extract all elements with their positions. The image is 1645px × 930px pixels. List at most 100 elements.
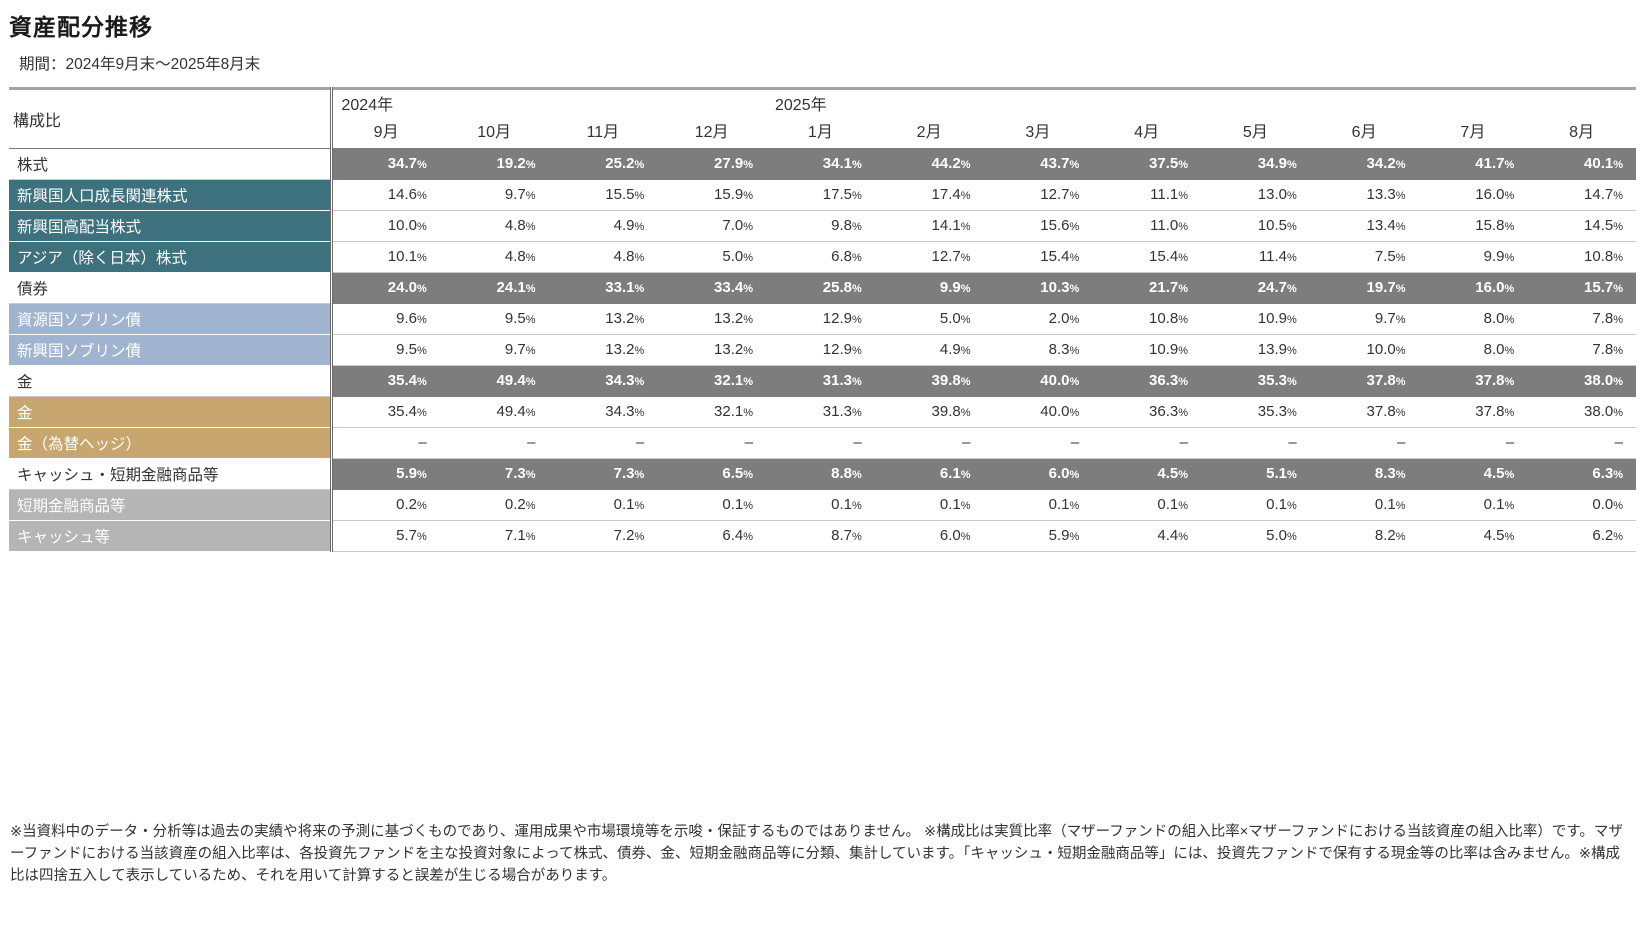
value-cell: 35.3% (1201, 396, 1310, 428)
percent-sign: % (634, 283, 645, 295)
percent-sign: % (525, 159, 536, 171)
percent-sign: % (634, 345, 645, 357)
percent-sign: % (1286, 159, 1297, 171)
percent-sign: % (1069, 221, 1080, 233)
percent-sign: % (634, 376, 645, 388)
percent-sign: % (1504, 283, 1515, 295)
value-cell: 34.3% (548, 396, 658, 428)
percent-sign: % (525, 500, 536, 512)
percent-sign: % (1613, 407, 1623, 419)
percent-sign: % (634, 159, 645, 171)
value-cell: – (766, 427, 875, 459)
value-cell: 34.1% (766, 147, 875, 180)
value-cell: 35.3% (1201, 364, 1310, 397)
value-cell: 6.5% (657, 457, 766, 490)
percent-sign: % (416, 221, 427, 233)
percent-sign: % (634, 221, 645, 233)
percent-sign: % (634, 500, 645, 512)
value-cell: 5.7% (331, 520, 440, 552)
row-label: 資源国ソブリン債 (9, 303, 333, 335)
value-cell: 0.1% (548, 489, 658, 521)
value-cell: 49.4% (439, 396, 549, 428)
percent-sign: % (1613, 190, 1623, 202)
value-cell: 7.5% (1309, 241, 1419, 273)
row-label: 新興国ソブリン債 (9, 334, 333, 366)
value-cell: 8.8% (766, 457, 875, 490)
value-cell: 7.2% (548, 520, 658, 552)
value-cell: 44.2% (874, 147, 984, 180)
percent-sign: % (851, 159, 862, 171)
month-header: 8月 (1527, 116, 1636, 149)
value-cell: 33.4% (657, 271, 766, 304)
value-cell: 0.1% (874, 489, 984, 521)
percent-sign: % (851, 314, 862, 326)
percent-sign: % (1286, 531, 1297, 543)
value-cell: 8.3% (1309, 457, 1419, 490)
row-label: 債券 (9, 272, 333, 304)
row-label: 株式 (9, 148, 333, 180)
value-cell: 2.0% (983, 303, 1093, 335)
value-cell: 0.2% (331, 489, 440, 521)
value-cell: 17.5% (766, 179, 875, 211)
value-cell: 7.0% (657, 210, 766, 242)
percent-sign: % (1069, 531, 1080, 543)
value-cell: – (548, 427, 658, 459)
month-header: 10月 (439, 116, 549, 149)
value-cell: – (1418, 427, 1528, 459)
value-cell: 21.7% (1092, 271, 1201, 304)
value-cell: 14.1% (874, 210, 984, 242)
percent-sign: % (851, 252, 862, 264)
value-cell: 15.8% (1418, 210, 1528, 242)
value-cell: 37.8% (1309, 364, 1419, 397)
value-cell: 13.2% (548, 334, 658, 366)
percent-sign: % (1613, 376, 1623, 388)
percent-sign: % (634, 314, 645, 326)
allocation-table-body: 株式 34.7% 19.2% 25.2% 27.9% 34.1% 44.2% 43.7% 37.… (9, 147, 1636, 552)
value-cell: 39.8% (874, 364, 984, 397)
percent-sign: % (1395, 345, 1406, 357)
percent-sign: % (525, 221, 536, 233)
value-cell: 32.1% (657, 364, 766, 397)
value-cell: 10.8% (1092, 303, 1201, 335)
value-cell: – (1092, 427, 1201, 459)
value-cell: 25.2% (548, 147, 658, 180)
percent-sign: % (851, 376, 862, 388)
value-cell: 35.4% (331, 396, 440, 428)
value-cell: 9.7% (439, 334, 549, 366)
value-cell: 8.0% (1418, 303, 1528, 335)
percent-sign: % (1504, 500, 1515, 512)
percent-sign: % (525, 190, 536, 202)
value-cell: – (439, 427, 549, 459)
value-cell: 6.2% (1527, 520, 1636, 552)
value-cell: 6.1% (874, 457, 984, 490)
sub-row: 新興国ソブリン債 9.5% 9.7% 13.2% 13.2% 12.9% 4.9% 8.3% 1… (9, 334, 1636, 366)
percent-sign: % (1178, 500, 1188, 512)
percent-sign: % (525, 376, 536, 388)
value-cell: 15.7% (1527, 271, 1636, 304)
percent-sign: % (1178, 221, 1188, 233)
value-cell: 9.5% (439, 303, 549, 335)
value-cell: – (983, 427, 1093, 459)
value-cell: 10.9% (1092, 334, 1201, 366)
category-row: 金 35.4% 49.4% 34.3% 32.1% 31.3% 39.8% 40.0% 36.3… (9, 364, 1636, 397)
percent-sign: % (416, 345, 427, 357)
percent-sign: % (743, 190, 753, 202)
percent-sign: % (1069, 190, 1080, 202)
value-cell: 8.3% (983, 334, 1093, 366)
percent-sign: % (1069, 283, 1080, 295)
percent-sign: % (1613, 500, 1623, 512)
percent-sign: % (1395, 531, 1406, 543)
percent-sign: % (1395, 376, 1406, 388)
value-cell: 16.0% (1418, 271, 1528, 304)
allocation-table-head: 構成比 2024年 2025年 9月 10月 11月 12月 1月 2月 3月 4月 5月 6月 7月 8月 (9, 88, 1636, 149)
value-cell: 5.1% (1201, 457, 1310, 490)
percent-sign: % (1286, 283, 1297, 295)
value-cell: 34.2% (1309, 147, 1419, 180)
month-header: 5月 (1201, 116, 1310, 149)
percent-sign: % (1395, 314, 1406, 326)
percent-sign: % (1504, 252, 1515, 264)
value-cell: – (331, 427, 440, 459)
value-cell: 6.0% (983, 457, 1093, 490)
value-cell: 14.6% (331, 179, 440, 211)
